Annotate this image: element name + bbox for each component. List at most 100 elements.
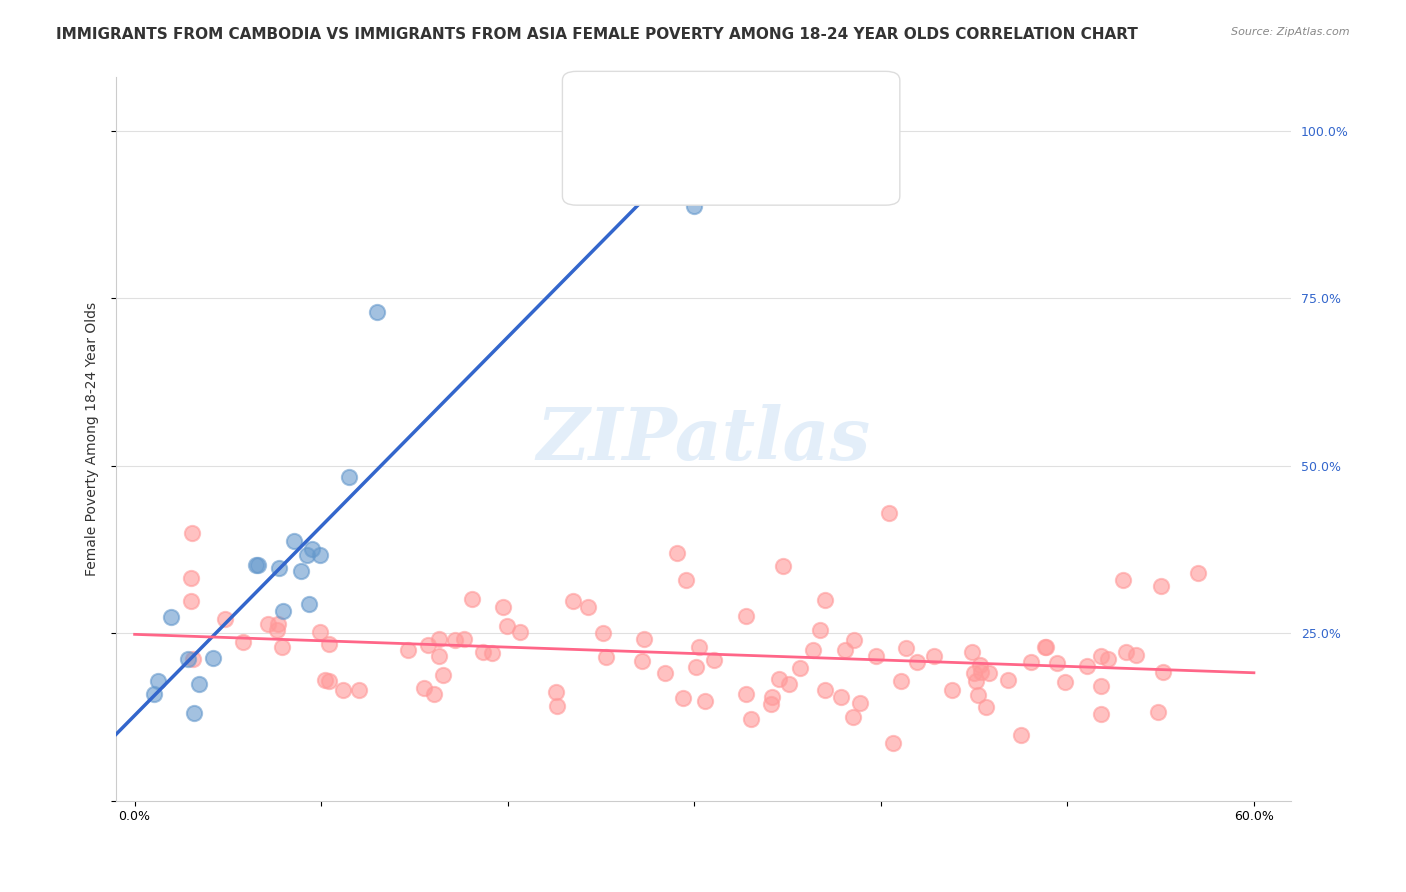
Point bbox=[979, 665, 1001, 680]
Point bbox=[396, 643, 419, 657]
Point bbox=[672, 690, 695, 705]
Point bbox=[1149, 579, 1171, 593]
Point bbox=[337, 469, 360, 483]
Point bbox=[427, 649, 450, 664]
Point bbox=[844, 633, 866, 648]
Text: R =  0.736   N =  22: R = 0.736 N = 22 bbox=[614, 109, 769, 123]
Point bbox=[318, 637, 340, 651]
Point bbox=[308, 624, 330, 639]
Point bbox=[595, 649, 617, 664]
Point bbox=[842, 709, 865, 723]
Point bbox=[685, 660, 707, 674]
Point bbox=[1090, 707, 1112, 722]
Point bbox=[882, 736, 904, 750]
Point bbox=[675, 573, 697, 587]
Point bbox=[146, 674, 169, 689]
Point bbox=[1090, 679, 1112, 693]
Point bbox=[1187, 566, 1209, 580]
Point bbox=[772, 559, 794, 574]
Point bbox=[962, 666, 984, 681]
Point bbox=[1112, 573, 1135, 587]
Point bbox=[830, 690, 852, 704]
Point bbox=[849, 697, 872, 711]
Point bbox=[180, 571, 202, 585]
Point bbox=[1097, 651, 1119, 665]
Point bbox=[214, 612, 236, 626]
Point bbox=[188, 677, 211, 691]
Point bbox=[453, 632, 475, 646]
Point bbox=[349, 682, 371, 697]
Point bbox=[789, 660, 811, 674]
Point bbox=[941, 683, 963, 698]
Point bbox=[665, 186, 688, 200]
Point bbox=[416, 638, 439, 652]
Point bbox=[1035, 640, 1057, 654]
Point bbox=[247, 558, 270, 573]
Point bbox=[267, 617, 290, 632]
Point bbox=[427, 632, 450, 646]
Point bbox=[143, 687, 166, 701]
Point bbox=[905, 656, 928, 670]
Point bbox=[1146, 705, 1168, 719]
Point bbox=[1046, 657, 1069, 671]
Point bbox=[177, 651, 200, 665]
Y-axis label: Female Poverty Among 18-24 Year Olds: Female Poverty Among 18-24 Year Olds bbox=[86, 302, 100, 576]
Point bbox=[444, 633, 467, 648]
Point bbox=[974, 700, 997, 714]
Text: IMMIGRANTS FROM CAMBODIA VS IMMIGRANTS FROM ASIA FEMALE POVERTY AMONG 18-24 YEAR: IMMIGRANTS FROM CAMBODIA VS IMMIGRANTS F… bbox=[56, 27, 1137, 42]
Point bbox=[160, 609, 183, 624]
Point bbox=[546, 698, 568, 713]
Point bbox=[778, 677, 800, 691]
Point bbox=[267, 560, 290, 574]
Point bbox=[761, 698, 783, 712]
Point bbox=[576, 600, 599, 615]
Point bbox=[966, 689, 988, 703]
Point bbox=[969, 657, 991, 672]
Point bbox=[283, 533, 305, 548]
Point bbox=[609, 151, 631, 165]
Point bbox=[271, 640, 294, 654]
Point bbox=[834, 643, 856, 657]
Point bbox=[761, 690, 783, 704]
Point bbox=[256, 616, 278, 631]
Point bbox=[965, 673, 987, 688]
Point bbox=[366, 305, 388, 319]
Point bbox=[735, 687, 758, 701]
Point bbox=[301, 541, 323, 556]
Point bbox=[633, 632, 655, 647]
Point bbox=[865, 649, 887, 664]
Point bbox=[266, 623, 288, 637]
Point bbox=[481, 646, 503, 660]
Point bbox=[245, 558, 267, 573]
Point bbox=[768, 672, 790, 686]
Point bbox=[1076, 658, 1098, 673]
Point bbox=[295, 549, 318, 563]
Point bbox=[432, 668, 454, 682]
Point bbox=[202, 651, 225, 665]
Point bbox=[180, 594, 202, 608]
Point bbox=[693, 694, 716, 708]
Point bbox=[630, 655, 652, 669]
Point bbox=[1010, 728, 1032, 742]
Point bbox=[683, 199, 706, 213]
Point bbox=[1033, 640, 1056, 655]
Point bbox=[734, 609, 756, 624]
Point bbox=[740, 712, 762, 726]
Point bbox=[492, 600, 515, 615]
Point bbox=[890, 673, 912, 688]
Point bbox=[509, 625, 531, 640]
Point bbox=[1054, 675, 1077, 690]
Point bbox=[813, 683, 835, 698]
Point bbox=[896, 641, 918, 656]
Point bbox=[808, 623, 831, 637]
Point bbox=[665, 546, 688, 560]
Point bbox=[472, 645, 495, 659]
Point bbox=[181, 652, 204, 666]
Point bbox=[495, 619, 517, 633]
Point bbox=[801, 643, 824, 657]
Point bbox=[962, 644, 984, 658]
Point bbox=[298, 597, 321, 611]
Point bbox=[1021, 655, 1043, 669]
Point bbox=[1090, 648, 1112, 663]
Point bbox=[314, 673, 336, 687]
